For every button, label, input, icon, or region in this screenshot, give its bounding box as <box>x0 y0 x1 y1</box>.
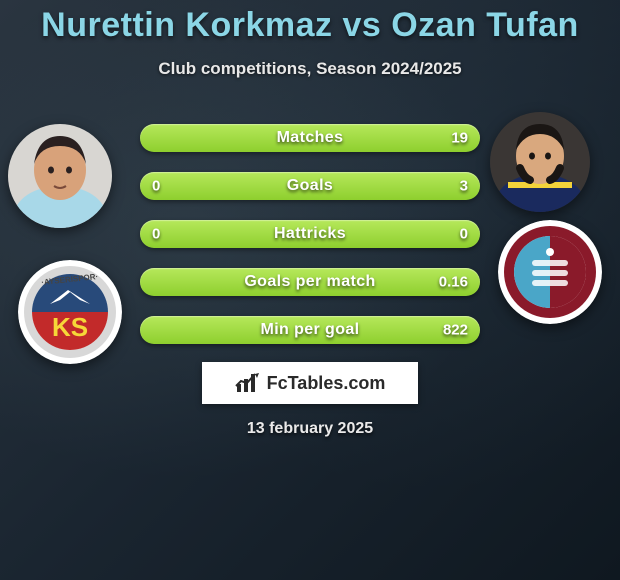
stat-right-value: 19 <box>451 130 468 147</box>
svg-text:KS: KS <box>52 312 88 342</box>
stat-left-value: 0 <box>152 178 160 195</box>
stat-row-mpg: Min per goal 822 <box>140 316 480 344</box>
player-left-avatar-svg <box>8 124 112 228</box>
stat-left-value: 0 <box>152 226 160 243</box>
stat-row-goals: 0 Goals 3 <box>140 172 480 200</box>
stat-label: Min per goal <box>260 321 359 339</box>
stat-right-value: 0.16 <box>439 274 468 291</box>
brand-box: FcTables.com <box>202 362 418 404</box>
stat-label: Hattricks <box>274 225 346 243</box>
club-right-badge-svg <box>498 220 602 324</box>
club-right-badge <box>498 220 602 324</box>
stat-right-value: 3 <box>460 178 468 195</box>
stat-label: Goals per match <box>244 273 375 291</box>
stat-row-matches: Matches 19 <box>140 124 480 152</box>
stat-right-value: 0 <box>460 226 468 243</box>
player-right-avatar <box>490 112 590 212</box>
page-title: Nurettin Korkmaz vs Ozan Tufan <box>0 0 620 45</box>
stat-row-hattricks: 0 Hattricks 0 <box>140 220 480 248</box>
stat-label: Goals <box>287 177 333 195</box>
stats-container: Matches 19 0 Goals 3 0 Hattricks 0 Goals… <box>140 124 480 344</box>
stat-label: Matches <box>277 129 344 147</box>
stat-row-gpm: Goals per match 0.16 <box>140 268 480 296</box>
page-subtitle: Club competitions, Season 2024/2025 <box>0 59 620 79</box>
player-left-avatar <box>8 124 112 228</box>
club-left-badge-svg: KS ·AYSERISPOR· <box>18 260 122 364</box>
player-right-avatar-svg <box>490 112 590 212</box>
generation-date: 13 february 2025 <box>0 420 620 438</box>
club-left-badge: KS ·AYSERISPOR· <box>18 260 122 364</box>
brand-text: FcTables.com <box>267 373 386 394</box>
brand-chart-icon <box>235 372 261 394</box>
stat-right-value: 822 <box>443 322 468 339</box>
